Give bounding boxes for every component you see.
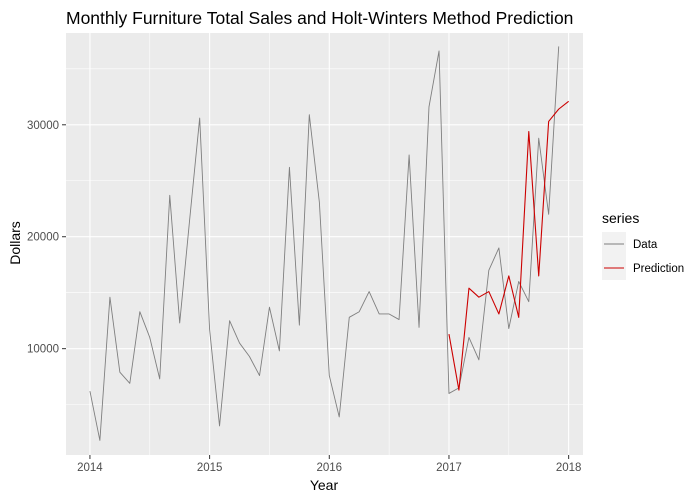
y-axis-title: Dollars	[7, 221, 23, 265]
x-tick-label: 2015	[197, 462, 223, 474]
x-tick-label: 2016	[316, 462, 342, 474]
legend-label-prediction: Prediction	[633, 263, 684, 275]
y-tick-label: 20000	[27, 232, 59, 244]
x-tick-label: 2018	[556, 462, 582, 474]
series-line-prediction	[448, 100, 569, 391]
series-line-data	[89, 46, 560, 441]
chart-title: Monthly Furniture Total Sales and Holt-W…	[66, 8, 573, 28]
plot-panel	[66, 33, 583, 455]
x-tick-label: 2017	[436, 462, 462, 474]
axes: 2014 2015 2016 2017 2018 10000 20000 30000	[27, 120, 581, 474]
legend: series Data Prediction	[602, 210, 684, 280]
legend-label-data: Data	[633, 239, 658, 251]
x-tick-label: 2014	[77, 462, 103, 474]
y-tick-label: 30000	[27, 120, 59, 132]
series-lines	[89, 46, 569, 441]
legend-title: series	[602, 210, 639, 226]
x-axis-title: Year	[310, 477, 339, 493]
y-tick-label: 10000	[27, 344, 59, 356]
